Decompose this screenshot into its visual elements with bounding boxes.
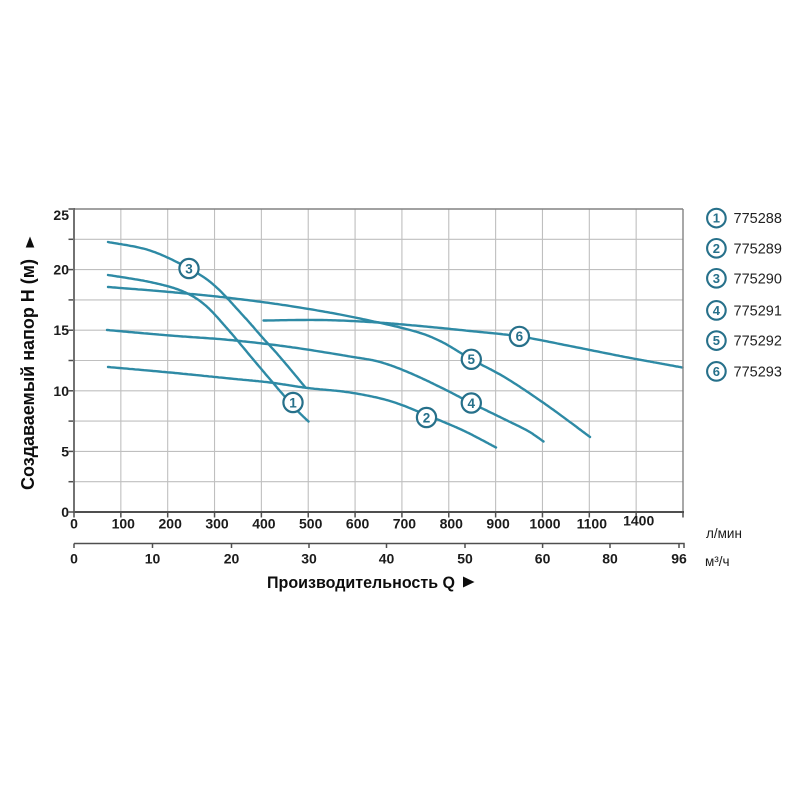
svg-text:40: 40: [379, 551, 395, 567]
svg-text:800: 800: [440, 516, 464, 532]
svg-text:1: 1: [289, 395, 297, 410]
svg-text:96: 96: [671, 551, 687, 567]
svg-text:500: 500: [299, 516, 323, 532]
svg-text:775289: 775289: [734, 241, 782, 257]
svg-text:5: 5: [713, 333, 720, 348]
svg-text:25: 25: [53, 207, 69, 223]
svg-text:л/мин: л/мин: [706, 526, 742, 541]
svg-text:1400: 1400: [623, 513, 654, 529]
svg-text:0: 0: [70, 551, 78, 567]
svg-text:4: 4: [713, 303, 721, 318]
svg-text:Производительность Q: Производительность Q: [267, 573, 455, 592]
svg-text:50: 50: [457, 551, 473, 567]
svg-text:775291: 775291: [734, 303, 782, 319]
svg-text:5: 5: [468, 352, 476, 367]
svg-text:20: 20: [224, 551, 240, 567]
svg-text:6: 6: [713, 364, 720, 379]
svg-text:2: 2: [713, 241, 720, 256]
svg-text:5: 5: [61, 443, 69, 459]
svg-text:3: 3: [713, 271, 720, 286]
svg-text:60: 60: [535, 551, 551, 567]
svg-text:20: 20: [53, 262, 69, 278]
svg-text:775288: 775288: [734, 211, 782, 227]
svg-text:200: 200: [159, 516, 183, 532]
svg-text:775293: 775293: [734, 364, 782, 380]
svg-text:1100: 1100: [577, 516, 608, 532]
svg-text:10: 10: [53, 383, 69, 399]
svg-text:0: 0: [61, 504, 69, 520]
svg-text:100: 100: [112, 516, 136, 532]
svg-text:2: 2: [423, 410, 431, 425]
svg-text:30: 30: [301, 551, 317, 567]
svg-text:4: 4: [468, 396, 476, 411]
svg-text:Создаваемый напор Н (м): Создаваемый напор Н (м): [18, 259, 38, 490]
svg-text:0: 0: [70, 516, 78, 532]
svg-text:400: 400: [252, 516, 276, 532]
svg-text:1: 1: [713, 211, 720, 226]
svg-text:10: 10: [145, 551, 161, 567]
svg-text:300: 300: [205, 516, 229, 532]
svg-text:775290: 775290: [734, 271, 782, 287]
svg-text:15: 15: [53, 322, 69, 338]
svg-text:600: 600: [346, 516, 370, 532]
svg-text:3: 3: [185, 261, 193, 276]
svg-text:700: 700: [393, 516, 417, 532]
svg-text:1000: 1000: [529, 516, 560, 532]
svg-text:6: 6: [516, 329, 524, 344]
svg-text:м³/ч: м³/ч: [705, 554, 730, 569]
svg-text:900: 900: [486, 516, 510, 532]
svg-text:775292: 775292: [734, 334, 782, 350]
svg-text:80: 80: [602, 551, 618, 567]
